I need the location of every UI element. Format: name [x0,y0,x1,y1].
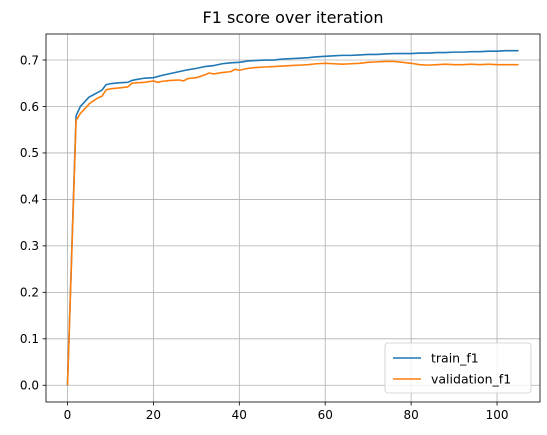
legend: train_f1 validation_f1 [384,342,532,394]
y-tick-label: 0.1 [20,332,39,346]
series-line-train_f1 [66,49,519,386]
series-lines [66,49,519,386]
y-tick-label: 0.6 [20,100,39,114]
x-axis-ticks: 0 20 40 60 80 100 [64,402,509,422]
x-tick-label: 20 [146,408,161,422]
grid-lines [46,34,540,402]
y-tick-label: 0.4 [20,193,39,207]
x-tick-label: 40 [232,408,247,422]
legend-box [384,342,532,394]
y-axis-ticks: 0.0 0.1 0.2 0.3 0.4 0.5 0.6 0.7 [20,53,46,393]
x-tick-label: 100 [486,408,509,422]
legend-label-validation_f1: validation_f1 [431,372,511,387]
x-tick-label: 0 [64,408,72,422]
x-tick-label: 60 [318,408,333,422]
x-tick-label: 80 [403,408,418,422]
plot-frame [45,33,541,403]
y-tick-label: 0.0 [20,379,39,393]
y-tick-label: 0.5 [20,146,39,160]
series-line-validation_f1 [66,60,519,386]
y-tick-label: 0.3 [20,239,39,253]
chart-title: F1 score over iteration [203,8,384,27]
y-tick-label: 0.2 [20,286,39,300]
legend-label-train_f1: train_f1 [431,351,479,366]
y-tick-label: 0.7 [20,53,39,67]
